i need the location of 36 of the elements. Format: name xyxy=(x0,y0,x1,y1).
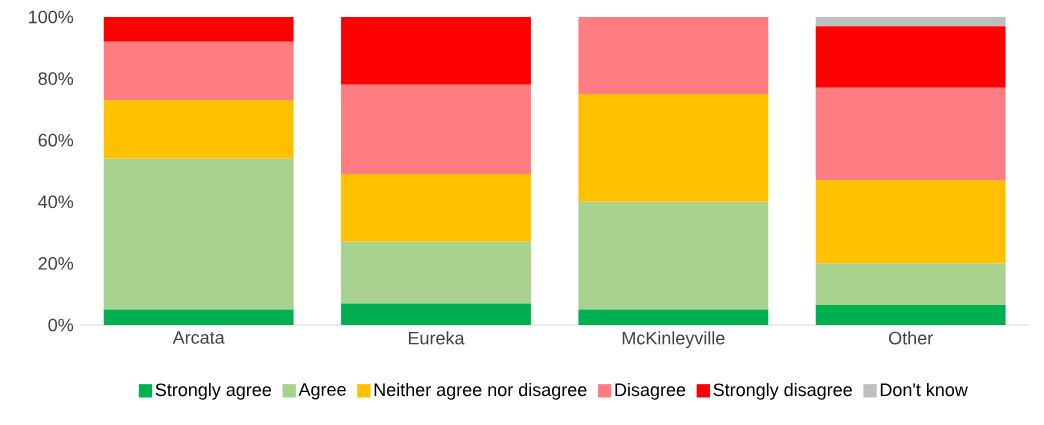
bar xyxy=(341,174,531,242)
bar xyxy=(341,84,531,175)
bar xyxy=(815,304,1006,325)
bar xyxy=(815,263,1006,305)
legend-label: Neither agree nor disagree xyxy=(374,382,587,400)
y-tick-label: 40% xyxy=(38,195,74,209)
bar xyxy=(815,17,1006,27)
bar xyxy=(815,26,1006,88)
bar xyxy=(578,94,769,202)
y-tick-label: 100% xyxy=(29,10,74,24)
bar xyxy=(341,303,531,325)
x-tick-label: Eureka xyxy=(408,331,465,345)
bar xyxy=(578,201,769,310)
legend-label: Strongly disagree xyxy=(713,382,852,400)
bar xyxy=(815,87,1006,181)
bar xyxy=(103,158,294,310)
x-tick-label: McKinleyville xyxy=(622,331,725,349)
bar xyxy=(103,17,294,42)
bar xyxy=(578,17,769,94)
y-tick-label: 80% xyxy=(38,72,74,85)
legend-label: Agree xyxy=(298,383,346,400)
x-tick-label: Arcata xyxy=(172,331,225,344)
bar xyxy=(103,100,294,159)
x-tick-label: Other xyxy=(889,331,933,345)
y-tick-label: 0% xyxy=(48,318,74,332)
legend-label: Don't know xyxy=(880,382,968,397)
bar xyxy=(578,309,769,325)
legend-label: Disagree xyxy=(615,382,686,400)
y-tick-label: 60% xyxy=(38,133,74,147)
y-tick-label: 20% xyxy=(38,257,74,270)
legend-label: Strongly agree xyxy=(155,382,272,400)
bar xyxy=(341,241,531,304)
bar xyxy=(341,17,531,85)
bar xyxy=(103,41,294,101)
bar xyxy=(103,309,294,325)
bar xyxy=(815,180,1006,264)
